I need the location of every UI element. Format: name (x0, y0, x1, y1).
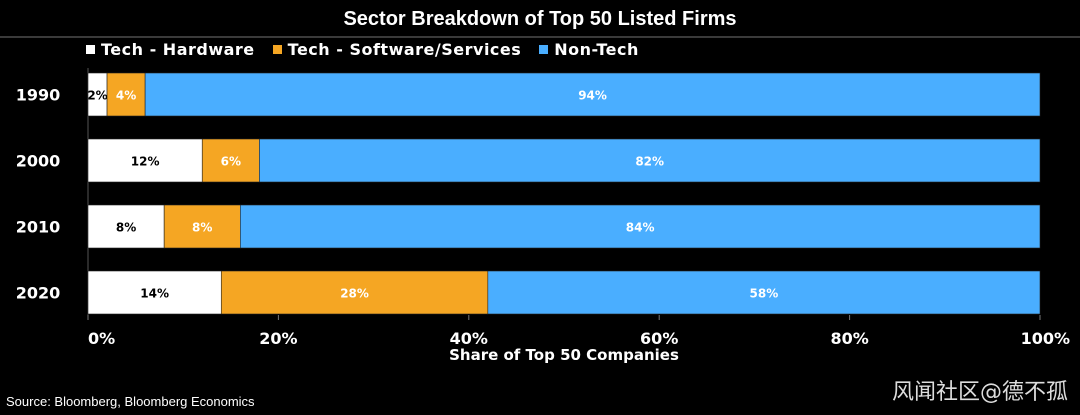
legend-item-tech-hardware: Tech - Hardware (86, 40, 255, 59)
source-note: Source: Bloomberg, Bloomberg Economics (6, 394, 255, 409)
legend-item-non-tech: Non-Tech (539, 40, 639, 59)
x-tick-label: 0% (88, 329, 115, 348)
legend-swatch-non-tech (539, 44, 549, 54)
y-tick-label: 2020 (16, 284, 61, 303)
data-label: 84% (626, 221, 655, 235)
legend-item-tech-software: Tech - Software/Services (272, 39, 522, 59)
x-tick-label: 80% (830, 329, 868, 348)
bar-segment (240, 204, 1041, 249)
chart-title: Sector Breakdown of Top 50 Listed Firms (343, 8, 737, 30)
data-label: 82% (635, 155, 664, 169)
x-tick-label: 100% (1021, 329, 1070, 348)
data-label: 2% (87, 89, 107, 103)
data-label: 14% (140, 287, 169, 301)
legend-swatch-tech-hardware (86, 44, 95, 54)
bar-segment (220, 270, 489, 315)
data-label: 28% (340, 287, 369, 301)
bar-segment (259, 138, 1041, 183)
bar-segment (163, 204, 241, 249)
x-tick-label: 20% (259, 329, 297, 348)
x-tick-label: 40% (450, 329, 488, 348)
legend-label-tech-hardware: Tech - Hardware (101, 39, 255, 59)
y-tick-label: 2010 (16, 218, 61, 237)
x-axis-label: Share of Top 50 Companies (449, 346, 679, 364)
legend-label-tech-software: Tech - Software/Services (287, 39, 522, 59)
data-label: 8% (192, 221, 212, 235)
bar-segment (87, 138, 203, 183)
bar-segment (87, 204, 165, 249)
bar-segment (144, 72, 1041, 117)
data-label: 6% (221, 155, 241, 169)
y-tick-label: 2000 (16, 152, 61, 171)
data-label: 12% (131, 155, 160, 169)
bar-segment (87, 270, 222, 315)
data-label: 4% (116, 89, 136, 103)
data-label: 58% (750, 287, 779, 301)
bar-segment (201, 138, 260, 183)
y-tick-label: 1990 (16, 86, 61, 105)
legend-label-non-tech: Non-Tech (554, 39, 639, 59)
data-label: 94% (578, 89, 607, 103)
legend: Tech - Hardware Tech - Software/Services… (86, 39, 639, 59)
watermark: 风闻社区@德不孤 (891, 380, 1068, 405)
legend-swatch-tech-software (272, 44, 282, 54)
x-tick-label: 60% (640, 329, 678, 348)
bar-segment (487, 270, 1041, 315)
data-label: 8% (116, 221, 136, 235)
title-divider (0, 36, 1080, 38)
bar-segment (106, 72, 146, 117)
